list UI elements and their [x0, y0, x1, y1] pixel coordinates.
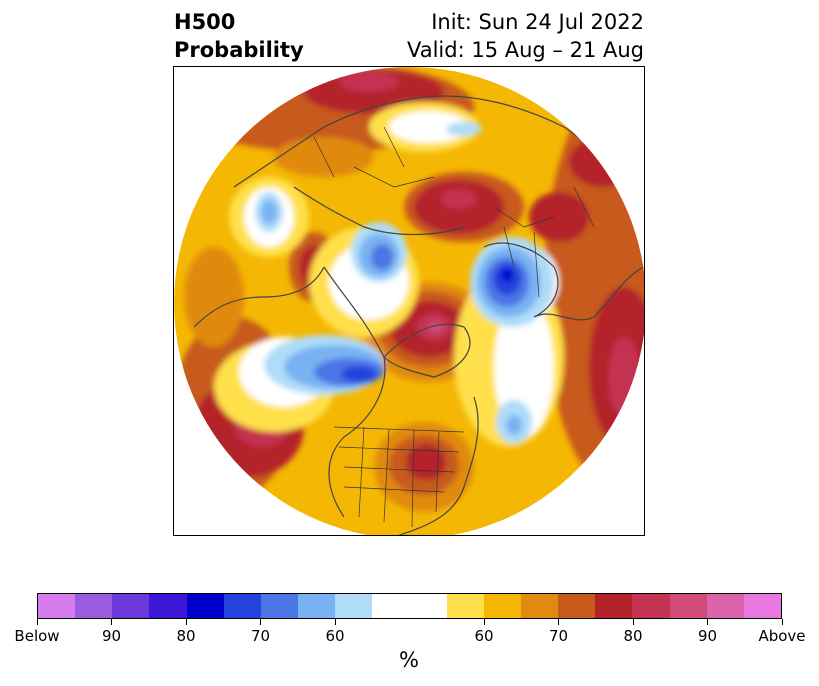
colorbar-segment [558, 594, 596, 618]
colorbar-segment [335, 594, 373, 618]
colorbar-tick-label: 60 [474, 627, 494, 645]
colorbar-tick [111, 619, 112, 625]
map-panel [173, 66, 645, 536]
colorbar-tick [36, 619, 38, 625]
title-left: H500 Probability [174, 8, 304, 64]
colorbar-segment [38, 594, 76, 618]
probability-map [174, 67, 644, 535]
title-product: Probability [174, 38, 304, 62]
colorbar-segment [595, 594, 633, 618]
region-central-us-above [406, 444, 446, 480]
colorbar-segment [706, 594, 744, 618]
colorbar-segment [223, 594, 261, 618]
colorbar [37, 593, 782, 619]
colorbar-tick [483, 619, 485, 625]
colorbar-tick-label: 70 [250, 627, 271, 645]
colorbar-tick-label: 60 [325, 627, 345, 645]
colorbar-segment [669, 594, 707, 618]
region-atlantic-east-above [544, 87, 644, 487]
colorbar-segment [483, 594, 522, 618]
region-north-low [446, 122, 482, 136]
colorbar-segment [298, 594, 336, 618]
colorbar-segment [260, 594, 299, 618]
colorbar-segment [446, 594, 484, 618]
colorbar-segment [112, 594, 150, 618]
colorbar-segment [632, 594, 670, 618]
colorbar-unit-label: % [399, 648, 419, 672]
colorbar-tick-label: 80 [176, 627, 196, 645]
title-right: Init: Sun 24 Jul 2022 Valid: 15 Aug – 21… [407, 8, 644, 64]
colorbar-segment [149, 594, 187, 618]
colorbar-tick-label: Above [758, 627, 806, 645]
colorbar-tick [781, 619, 783, 625]
colorbar-tick [707, 619, 708, 625]
colorbar-tick [185, 619, 187, 625]
colorbar-tick-label: Below [14, 627, 60, 645]
colorbar-segment [521, 594, 559, 618]
colorbar-tick [632, 619, 634, 625]
colorbar-tick-label: 90 [101, 627, 122, 645]
colorbar-segment [75, 594, 113, 618]
political-borders [313, 126, 595, 528]
colorbar-segment [743, 594, 782, 618]
colorbar-tick [334, 619, 336, 625]
colorbar-tick-label: 70 [548, 627, 569, 645]
colorbar-segment [372, 594, 447, 618]
valid-range: Valid: 15 Aug – 21 Aug [406, 38, 644, 62]
init-date: Init: Sun 24 Jul 2022 [431, 10, 644, 34]
colorbar-tick-label: 80 [623, 627, 643, 645]
colorbar-tick [558, 619, 559, 625]
colorbar-tick-label: 90 [697, 627, 718, 645]
title-variable: H500 [174, 10, 236, 34]
colorbar-tick [260, 619, 261, 625]
colorbar-segment [186, 594, 224, 618]
